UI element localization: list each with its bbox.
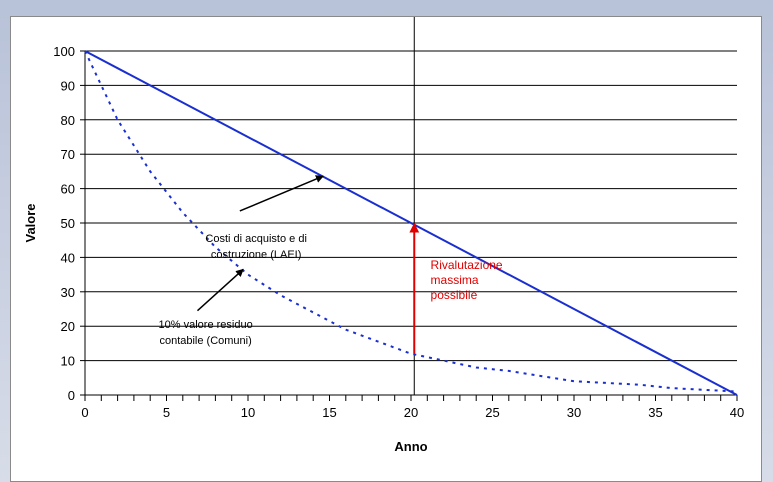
annotation-arrow-comuni — [196, 268, 244, 312]
chart-panel: 0 10 20 30 40 50 60 70 80 90 100 0 5 10 15 20 25 30 35 40 An… — [10, 16, 762, 482]
x-tick-label: 40 — [730, 405, 744, 420]
annotation-arrow-laei — [239, 175, 324, 212]
y-tick-label: 30 — [61, 285, 75, 300]
y-tick-label: 90 — [61, 78, 75, 93]
x-tick-label: 25 — [485, 405, 499, 420]
x-tick-label: 5 — [163, 405, 170, 420]
y-axis-title: Valore — [23, 203, 38, 242]
annotation-rivalutazione-text: possibile — [431, 288, 478, 302]
annotation-comuni-text: 10% valore residuo — [159, 319, 253, 331]
x-tick-label: 15 — [322, 405, 336, 420]
annotation-comuni-text: contabile (Comuni) — [159, 335, 251, 347]
x-tick-label: 10 — [241, 405, 255, 420]
y-tick-label: 60 — [61, 182, 75, 197]
x-tick-label: 0 — [81, 405, 88, 420]
y-tick-label: 80 — [61, 113, 75, 128]
y-tick-label: 10 — [61, 354, 75, 369]
x-tick-label: 20 — [404, 405, 418, 420]
annotation-rivalutazione-text: massima — [431, 273, 479, 287]
annotation-laei-text: costruzione (LAEI) — [211, 249, 301, 261]
line-chart: 0 10 20 30 40 50 60 70 80 90 100 0 5 10 15 20 25 30 35 40 An… — [23, 17, 744, 454]
x-tick-label: 35 — [648, 405, 662, 420]
y-tick-label: 70 — [61, 147, 75, 162]
y-tick-label: 50 — [61, 216, 75, 231]
series-line-1 — [84, 50, 738, 393]
y-tick-label: 0 — [68, 388, 75, 403]
x-tick-label: 30 — [567, 405, 581, 420]
annotation-laei-text: Costi di acquisto e di — [205, 233, 307, 245]
y-tick-label: 100 — [53, 44, 75, 59]
annotation-rivalutazione-text: Rivalutazione — [431, 258, 503, 272]
x-axis-title: Anno — [394, 439, 427, 454]
y-tick-label: 40 — [61, 250, 75, 265]
y-tick-label: 20 — [61, 319, 75, 334]
